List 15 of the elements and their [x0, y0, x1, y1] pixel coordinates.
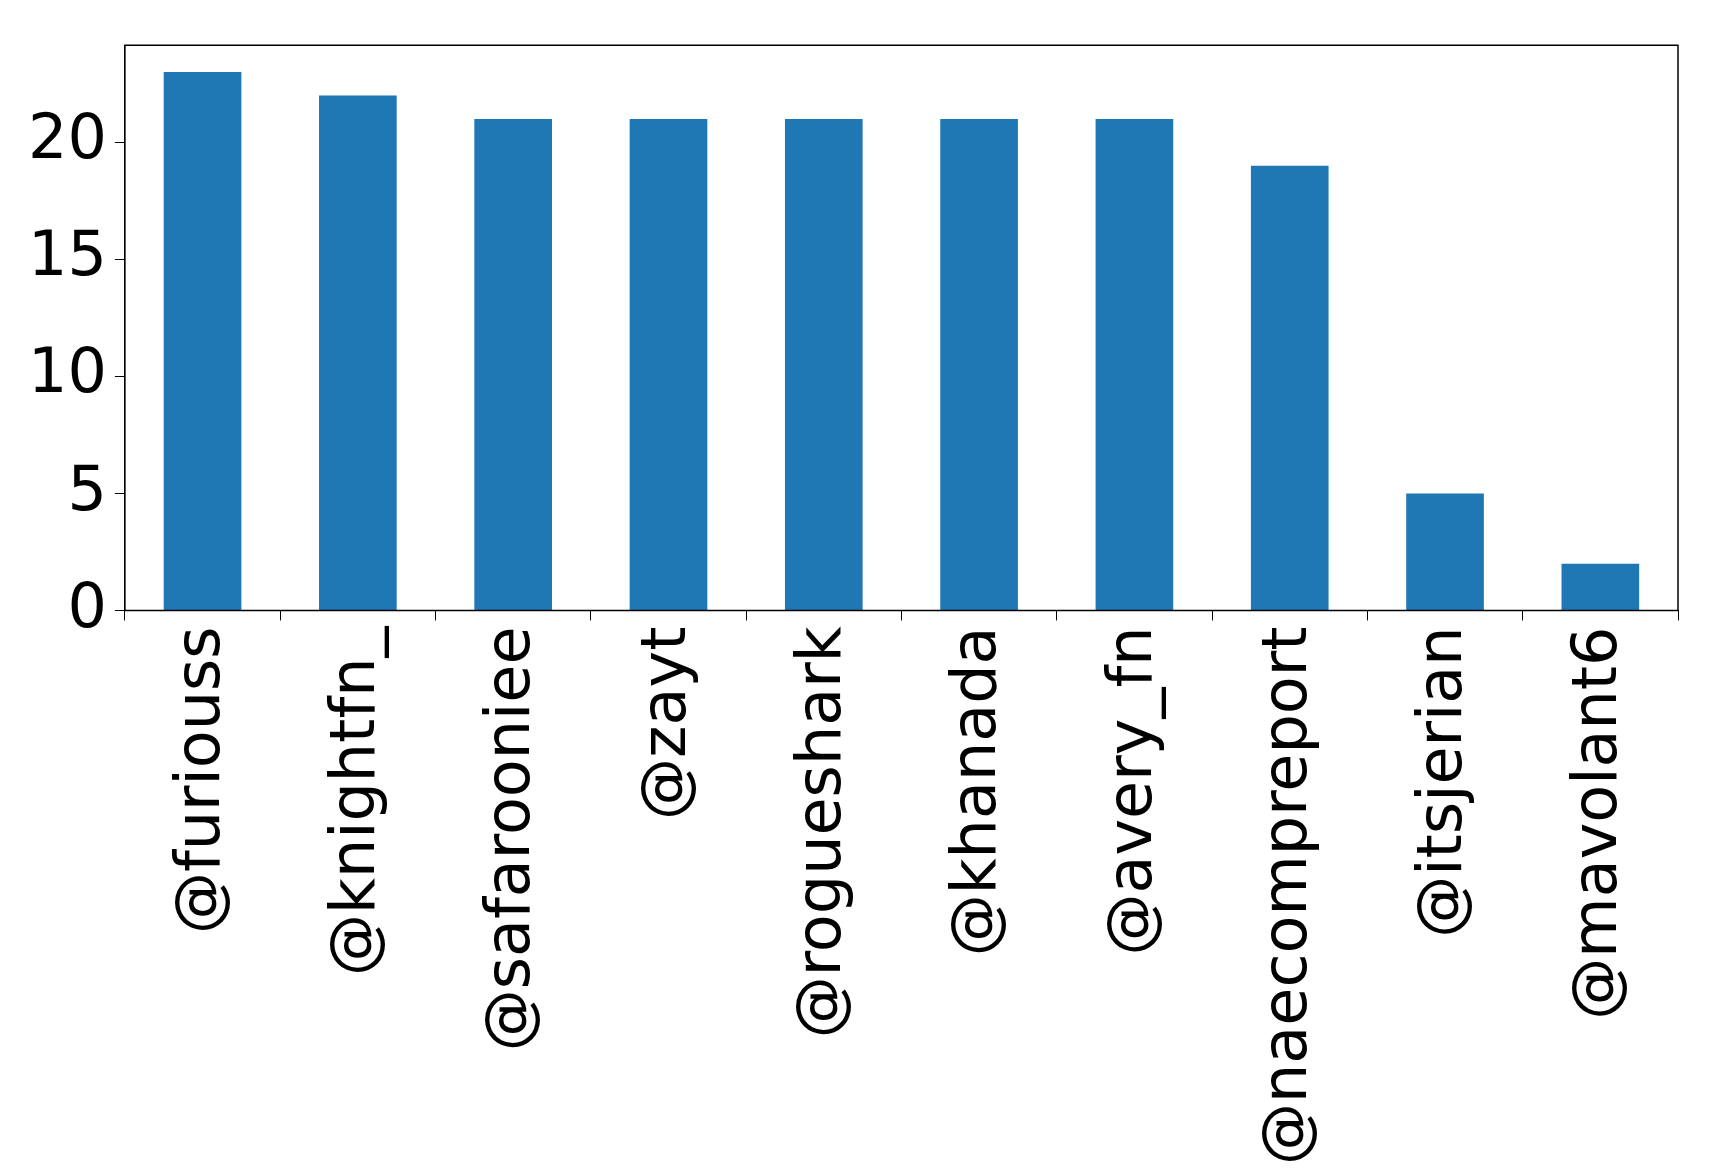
x-tick-label: @zayt: [626, 626, 700, 820]
x-tick-label: @naecompreport: [1247, 626, 1321, 1166]
y-tick-label: 0: [67, 568, 107, 642]
y-tick-label: 20: [27, 100, 107, 174]
x-tick-label: @mavolant6: [1558, 626, 1632, 1020]
x-tick-label: @rogueshark: [781, 626, 855, 1039]
x-tick-label: @itsjerian: [1403, 626, 1477, 938]
y-tick-label: 5: [67, 451, 107, 525]
x-tick-label: @khanada: [937, 626, 1011, 957]
x-tick-label: @knightfn_: [315, 625, 389, 976]
x-tick-label: @safarooniee: [471, 626, 545, 1052]
x-tick-label: @furiouss: [160, 626, 234, 935]
y-tick-label: 15: [27, 217, 107, 291]
y-tick-label: 10: [27, 334, 107, 408]
x-tick-label: @avery_fn: [1092, 626, 1166, 956]
